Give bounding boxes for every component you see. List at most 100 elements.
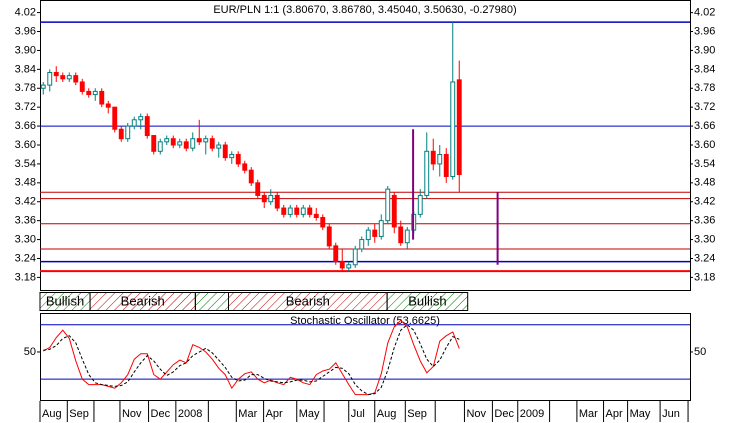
candle-body — [424, 150, 430, 196]
candle-body — [248, 169, 254, 184]
candle-body — [242, 163, 248, 171]
candle-body — [430, 150, 436, 165]
y-tick-label: 3.48 — [15, 177, 36, 189]
candle-body — [398, 226, 404, 244]
candle-body — [157, 141, 163, 152]
x-tick-label: Apr — [266, 408, 283, 420]
candle-body — [281, 207, 287, 215]
candle-body — [326, 226, 332, 247]
x-tick-label: 2008 — [178, 408, 202, 420]
candle-body — [92, 90, 98, 96]
candle-body — [417, 194, 423, 215]
candle-body — [170, 138, 176, 146]
candle-body — [86, 90, 92, 96]
candle-body — [333, 245, 339, 263]
candle-body — [151, 135, 157, 152]
candle-body — [385, 188, 391, 222]
candle-body — [203, 138, 209, 143]
candle-body — [437, 153, 443, 165]
signal-band — [386, 292, 469, 311]
y-tick-label: 3.72 — [694, 101, 715, 113]
candle-body — [66, 75, 72, 80]
y-tick-label: 3.96 — [694, 25, 715, 37]
candle-body — [235, 153, 241, 165]
y-tick-label: 3.60 — [694, 139, 715, 151]
candle-body — [190, 138, 196, 149]
candle-body — [177, 141, 183, 146]
candle-body — [359, 239, 365, 250]
candle-body — [47, 72, 53, 86]
y-tick-label: 50 — [694, 346, 706, 358]
y-tick-label: 3.96 — [15, 25, 36, 37]
candle-body — [79, 81, 85, 92]
signal-band — [194, 292, 230, 311]
x-tick-label: Sep — [69, 408, 89, 420]
y-tick-label: 3.84 — [694, 63, 715, 75]
candle-body — [268, 194, 274, 203]
candle-body — [60, 75, 66, 80]
x-tick-label: Mar — [579, 408, 598, 420]
y-tick-label: 3.30 — [15, 233, 36, 245]
y-tick-label: 3.90 — [15, 44, 36, 56]
x-tick-label: 2009 — [520, 408, 544, 420]
candle-body — [40, 84, 46, 89]
y-tick-label: 3.18 — [694, 271, 715, 283]
y-tick-label: 3.78 — [15, 82, 36, 94]
y-tick-label: 3.66 — [15, 120, 36, 132]
y-tick-label: 3.48 — [694, 177, 715, 189]
candle-body — [372, 229, 378, 237]
candle-body — [391, 194, 397, 228]
candle-body — [274, 194, 280, 209]
candle-body — [346, 264, 352, 269]
x-tick-label: Aug — [42, 408, 62, 420]
candle-body — [209, 138, 215, 149]
y-tick-label: 3.84 — [15, 63, 36, 75]
y-tick-label: 3.42 — [15, 196, 36, 208]
candle-body — [125, 125, 131, 140]
candle-body — [53, 72, 59, 77]
signal-label: Bullish — [408, 293, 446, 308]
x-tick-label: May — [630, 408, 651, 420]
candle-body — [118, 128, 124, 140]
signal-label: Bullish — [46, 293, 84, 308]
y-tick-label: 3.30 — [694, 233, 715, 245]
y-tick-label: 3.24 — [694, 252, 715, 264]
x-tick-label: Nov — [466, 408, 486, 420]
x-tick-label: Dec — [151, 408, 171, 420]
candle-body — [443, 153, 449, 178]
candle-body — [255, 182, 261, 196]
x-tick-label: Dec — [494, 408, 514, 420]
candle-body — [229, 153, 235, 159]
candle-body — [73, 75, 79, 83]
y-tick-label: 3.24 — [15, 252, 36, 264]
x-tick-label: Sep — [407, 408, 427, 420]
candle-body — [339, 261, 345, 269]
candle-body — [307, 207, 313, 215]
candle-body — [112, 106, 118, 130]
x-tick-label: Jul — [351, 408, 365, 420]
candle-body — [404, 229, 410, 244]
candle-body — [287, 207, 293, 215]
y-tick-label: 3.18 — [15, 271, 36, 283]
x-tick-label: Nov — [122, 408, 142, 420]
oscillator-title: Stochastic Oscillator (53.6625) — [290, 315, 440, 327]
candle-body — [313, 213, 319, 218]
x-tick-label: Mar — [238, 408, 257, 420]
candle-body — [183, 141, 189, 149]
candle-body — [164, 138, 170, 143]
candle-body — [261, 194, 267, 203]
candle-body — [300, 207, 306, 215]
candle-body — [99, 90, 105, 105]
signal-label: Bearish — [286, 293, 330, 308]
x-tick-label: Aug — [377, 408, 397, 420]
y-tick-label: 3.36 — [15, 215, 36, 227]
x-tick-label: Jun — [662, 408, 680, 420]
y-tick-label: 3.72 — [15, 101, 36, 113]
x-tick-label: Apr — [606, 408, 623, 420]
candle-body — [144, 116, 150, 137]
chart-title: EUR/PLN 1:1 (3.80670, 3.86780, 3.45040, … — [213, 4, 516, 16]
candle-body — [105, 103, 111, 108]
oscillator-line — [43, 324, 460, 396]
